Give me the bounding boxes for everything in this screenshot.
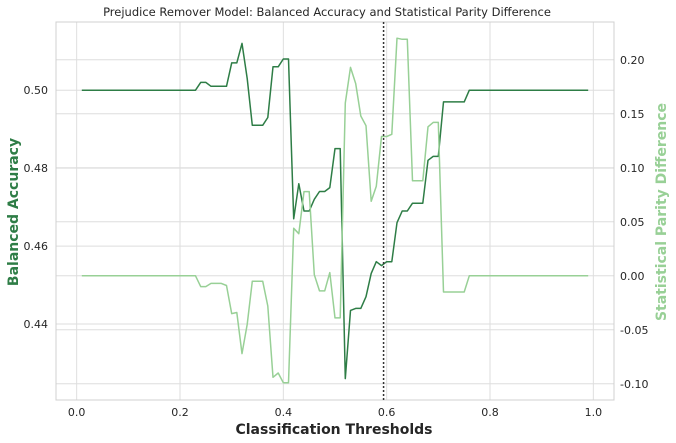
- y-right-tick-label: 0.00: [620, 270, 645, 283]
- y-left-tick-label: 0.48: [24, 162, 49, 175]
- plot-frame: [55, 21, 615, 401]
- x-tick-label: 0.0: [68, 406, 86, 419]
- y-axis-left-label: Balanced Accuracy: [6, 138, 22, 286]
- y-left-tick-label: 0.50: [24, 84, 49, 97]
- x-tick-label: 1.0: [585, 406, 603, 419]
- x-tick-label: 0.2: [171, 406, 189, 419]
- y-right-tick-label: 0.05: [620, 216, 645, 229]
- x-tick-label: 0.4: [275, 406, 293, 419]
- y-right-tick-label: 0.20: [620, 54, 645, 67]
- tick-layer: 0.0 0.2 0.4 0.6 0.8 1.0 0.44 0.46 0.48 0.50 -0.10 -…: [24, 54, 649, 419]
- chart-title: Prejudice Remover Model: Balanced Accura…: [103, 5, 551, 19]
- y-right-tick-label: 0.10: [620, 162, 645, 175]
- y-right-tick-label: -0.10: [620, 378, 648, 391]
- x-axis-label: Classification Thresholds: [235, 422, 432, 438]
- statistical-parity-line: [81, 37, 589, 384]
- series-layer: [81, 22, 589, 400]
- y-left-tick-label: 0.46: [24, 240, 49, 253]
- balanced-accuracy-line: [81, 42, 589, 380]
- y-right-tick-label: -0.05: [620, 324, 648, 337]
- x-tick-label: 0.8: [481, 406, 499, 419]
- x-tick-label: 0.6: [378, 406, 396, 419]
- y-right-tick-label: 0.15: [620, 108, 645, 121]
- y-left-tick-label: 0.44: [24, 318, 49, 331]
- grid: [56, 22, 614, 400]
- y-axis-right-label: Statistical Parity Difference: [654, 103, 670, 321]
